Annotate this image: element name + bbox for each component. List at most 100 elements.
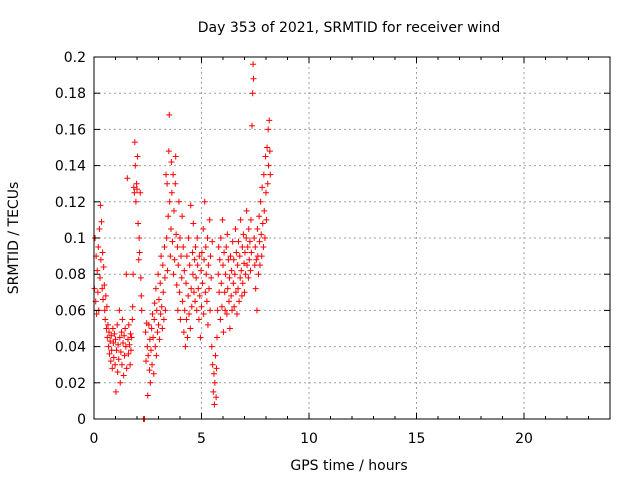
plot-frame	[93, 56, 611, 420]
x-tick-label: 20	[515, 431, 533, 447]
data-point	[190, 289, 197, 296]
data-point	[210, 388, 217, 395]
data-point	[176, 289, 183, 296]
data-point	[256, 238, 263, 245]
data-point	[201, 256, 208, 263]
data-point	[182, 343, 189, 350]
data-point	[125, 350, 132, 357]
data-point	[165, 148, 172, 155]
data-point	[96, 225, 103, 232]
data-point	[175, 198, 182, 205]
data-point	[226, 325, 233, 332]
data-point	[197, 334, 204, 341]
data-point	[97, 256, 104, 263]
data-point	[186, 311, 193, 318]
data-point	[194, 262, 201, 269]
data-point	[203, 298, 210, 305]
data-point	[223, 311, 230, 318]
data-points	[91, 61, 274, 422]
data-point	[199, 280, 206, 287]
data-point	[183, 253, 190, 260]
data-point	[209, 361, 216, 368]
data-point	[221, 289, 228, 296]
data-point	[240, 231, 247, 238]
data-point	[235, 285, 242, 292]
data-point	[136, 249, 143, 256]
data-point	[117, 379, 124, 386]
data-point	[177, 316, 184, 323]
data-point	[94, 289, 101, 296]
data-point	[253, 307, 260, 314]
data-point	[251, 235, 258, 241]
data-point	[123, 271, 130, 278]
data-point	[173, 231, 180, 238]
x-tick-label: 10	[300, 431, 318, 447]
data-point	[124, 336, 131, 343]
data-point	[263, 216, 270, 223]
data-point	[145, 352, 152, 359]
data-point	[103, 325, 110, 332]
data-point	[147, 347, 154, 354]
data-point	[154, 329, 161, 336]
data-point	[260, 171, 267, 178]
data-point	[213, 365, 220, 372]
data-point	[168, 189, 175, 196]
data-point	[190, 220, 197, 227]
data-point	[264, 180, 271, 187]
data-point	[234, 262, 241, 269]
data-point	[223, 244, 230, 251]
data-point	[169, 238, 176, 245]
data-point	[93, 311, 100, 318]
data-point	[103, 303, 110, 310]
data-point	[212, 352, 219, 359]
data-point	[193, 274, 200, 281]
data-point	[191, 256, 198, 263]
data-point	[189, 271, 196, 278]
data-point	[250, 75, 257, 82]
data-point	[151, 316, 158, 323]
data-point	[101, 282, 108, 289]
data-point	[159, 262, 166, 269]
data-point	[132, 162, 139, 169]
data-point	[207, 307, 214, 314]
data-point	[233, 311, 240, 318]
data-point	[170, 207, 177, 214]
data-point	[107, 358, 114, 365]
data-point	[238, 267, 245, 274]
data-point	[231, 271, 238, 278]
data-point	[133, 180, 140, 187]
data-point	[150, 334, 157, 341]
data-point	[261, 235, 268, 241]
data-point	[112, 361, 119, 368]
y-tick-label: 0	[77, 412, 86, 428]
data-point	[265, 126, 272, 133]
data-point	[216, 256, 223, 263]
data-point	[188, 303, 195, 310]
data-point	[122, 325, 129, 332]
data-point	[192, 244, 199, 251]
data-point	[256, 213, 263, 220]
data-point	[108, 332, 115, 339]
data-point	[118, 361, 125, 368]
data-point	[243, 207, 250, 214]
data-point	[251, 262, 258, 269]
data-point	[206, 216, 213, 223]
data-point	[147, 379, 154, 386]
data-point	[102, 292, 109, 299]
data-point	[189, 249, 196, 256]
data-point	[226, 274, 233, 281]
data-point	[131, 189, 138, 196]
data-point	[186, 262, 193, 269]
data-point	[163, 235, 170, 241]
data-point	[252, 244, 259, 251]
data-point	[159, 325, 166, 332]
y-axis-label: SRMTID / TECUs	[6, 182, 22, 295]
y-tick-label: 0.2	[64, 50, 86, 66]
data-point	[149, 311, 156, 318]
data-point	[157, 280, 164, 287]
data-point	[204, 321, 211, 328]
data-point	[255, 271, 262, 278]
data-point	[106, 329, 113, 336]
data-point	[203, 271, 210, 278]
data-point	[95, 244, 102, 251]
